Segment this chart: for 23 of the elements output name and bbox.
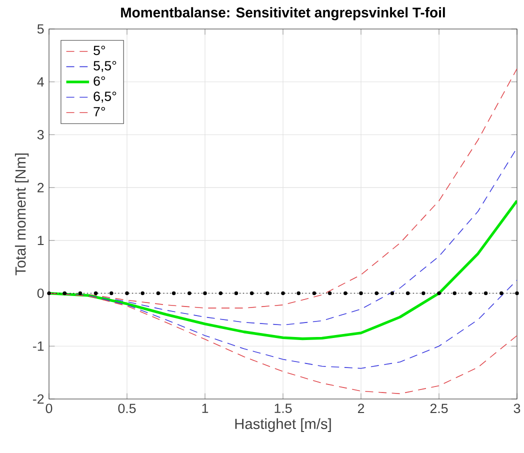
y-tick-label: 4 [37, 77, 44, 86]
legend-label: 5° [94, 46, 106, 56]
x-tick-label: 3 [514, 404, 520, 414]
chart-title: Momentbalanse: Sensitivitet angrepsvinkel T-foil [121, 7, 445, 20]
y-tick-label: 0 [37, 288, 44, 298]
x-tick-label: 1.5 [274, 404, 292, 414]
x-tick-label: 2.5 [430, 404, 448, 414]
y-tick-label: -1 [33, 342, 44, 351]
y-tick-label: -2 [33, 394, 44, 404]
y-tick-label: 3 [37, 130, 44, 140]
x-tick-label: 1 [202, 404, 208, 413]
legend-label: 6,5° [94, 92, 116, 103]
legend-label: 6° [94, 76, 106, 86]
y-tick-label: 2 [38, 182, 44, 192]
y-tick-label: 1 [38, 236, 44, 246]
x-tick-label: 0.5 [118, 404, 136, 414]
x-tick-label: 0 [46, 404, 52, 414]
legend-label: 7° [94, 106, 106, 116]
y-tick-label: 5 [37, 24, 44, 34]
y-axis-title: Total moment [Nm] [14, 154, 29, 276]
legend-label: 5,5° [94, 61, 116, 72]
x-tick-label: 2 [358, 404, 364, 414]
x-axis-title: Hastighet [m/s] [235, 418, 331, 432]
